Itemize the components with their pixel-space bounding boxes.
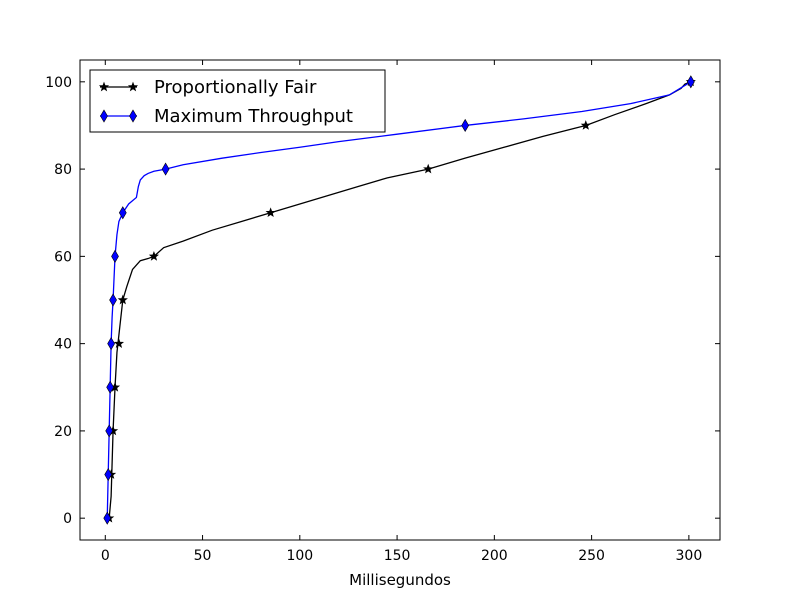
- x-tick-label: 50: [194, 548, 212, 564]
- data-point-proportionally-fair: [113, 338, 125, 348]
- data-point-proportionally-fair: [265, 207, 276, 218]
- legend-marker-proportionally-fair: [127, 81, 139, 92]
- data-point-proportionally-fair: [148, 251, 160, 261]
- y-tick-label: 80: [54, 162, 72, 178]
- legend-marker-maximum-throughput: [129, 109, 137, 123]
- plot-frame: [79, 59, 721, 541]
- plot-area: [103, 75, 696, 525]
- legend-label-maximum-throughput: Maximum Throughput: [154, 106, 353, 127]
- y-tick-label: 20: [54, 424, 72, 440]
- x-tick-label: 300: [676, 548, 703, 564]
- y-axis: 0 20 40 60 80 100: [45, 75, 720, 527]
- data-point-maximum-throughput: [103, 511, 112, 525]
- data-point-maximum-throughput: [104, 467, 113, 482]
- data-point-proportionally-fair: [580, 120, 591, 130]
- x-tick-label: 250: [578, 548, 605, 564]
- legend-label-proportionally-fair: Proportionally Fair: [154, 77, 317, 98]
- data-point-maximum-throughput: [109, 293, 117, 307]
- x-tick-label: 100: [286, 548, 313, 564]
- data-point-maximum-throughput: [106, 380, 114, 394]
- data-point-maximum-throughput: [161, 162, 170, 176]
- data-point-maximum-throughput: [111, 249, 119, 263]
- legend-marker-proportionally-fair: [98, 81, 110, 92]
- data-point-maximum-throughput: [107, 337, 115, 351]
- y-tick-label: 0: [63, 511, 72, 527]
- y-tick-label: 40: [54, 337, 72, 353]
- series-line-proportionally-fair: [108, 81, 692, 519]
- x-tick-label: 0: [101, 548, 110, 564]
- legend-marker-maximum-throughput: [100, 109, 108, 123]
- data-point-maximum-throughput: [686, 75, 695, 89]
- y-tick-label: 60: [54, 249, 72, 265]
- data-point-proportionally-fair: [117, 294, 128, 305]
- data-point-maximum-throughput: [461, 118, 470, 133]
- x-tick-label: 150: [384, 548, 411, 564]
- data-point-maximum-throughput: [105, 424, 114, 438]
- x-axis-label: Millisegundos: [349, 571, 451, 589]
- data-point-maximum-throughput: [118, 206, 127, 220]
- data-point-proportionally-fair: [423, 163, 434, 174]
- x-axis: 0 50 100 150 200 250 300: [101, 60, 702, 564]
- legend: Proportionally Fair Maximum Throughput: [89, 69, 386, 133]
- x-tick-label: 200: [481, 548, 508, 564]
- y-tick-label: 100: [45, 75, 72, 91]
- legend-box: [89, 69, 386, 133]
